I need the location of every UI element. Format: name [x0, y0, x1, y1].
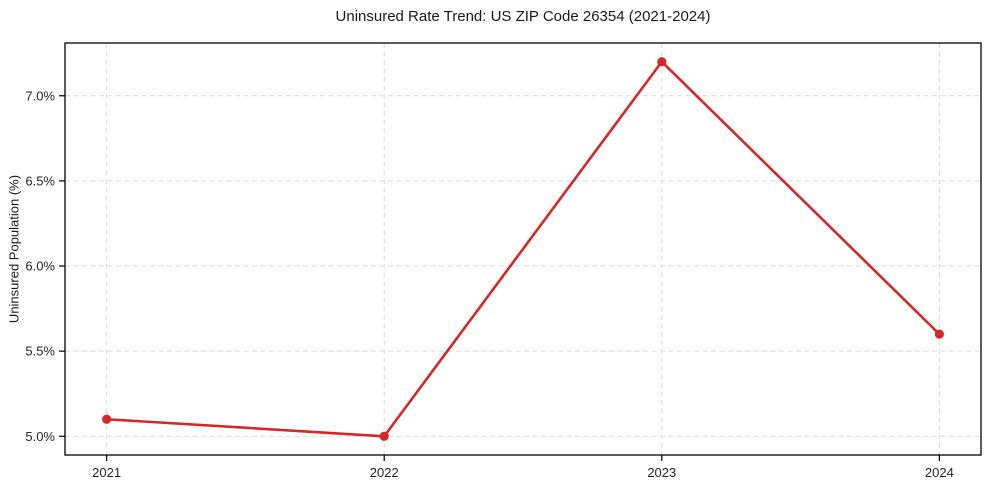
x-tick-label: 2021: [92, 465, 121, 480]
x-tick-label: 2023: [647, 465, 676, 480]
y-tick-label: 6.5%: [25, 173, 55, 188]
data-point: [379, 431, 389, 441]
data-point: [102, 414, 112, 424]
x-tick-label: 2024: [925, 465, 954, 480]
data-point: [934, 329, 944, 339]
data-point: [657, 57, 667, 67]
trend-line: [105, 60, 941, 438]
chart-title: Uninsured Rate Trend: US ZIP Code 26354 …: [335, 8, 711, 25]
y-tick-label: 7.0%: [25, 88, 55, 103]
y-tick-label: 5.0%: [25, 429, 55, 444]
y-axis-label: Uninsured Population (%): [6, 174, 22, 324]
y-tick-label: 5.5%: [25, 344, 55, 359]
x-tick-label: 2022: [370, 465, 399, 480]
y-tick-label: 6.0%: [25, 259, 55, 274]
plot-border: [64, 42, 982, 456]
